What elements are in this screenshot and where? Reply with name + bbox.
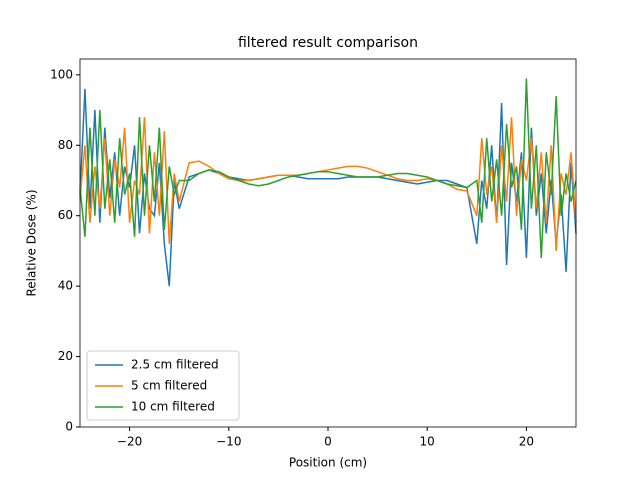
x-tick-label: 10	[420, 435, 435, 449]
y-tick-label: 80	[58, 138, 73, 152]
x-tick-label: −10	[216, 435, 241, 449]
x-tick-label: 20	[519, 435, 534, 449]
y-tick-label: 40	[58, 279, 73, 293]
y-axis-label: Relative Dose (%)	[25, 189, 39, 296]
series-line	[79, 88, 577, 287]
chart-title: filtered result comparison	[238, 35, 418, 51]
y-tick-label: 100	[50, 67, 73, 81]
x-tick-label: 0	[324, 435, 332, 449]
legend-label: 2.5 cm filtered	[131, 358, 219, 372]
y-tick-label: 60	[58, 208, 73, 222]
x-tick-label: −20	[117, 435, 142, 449]
legend-box	[86, 350, 240, 421]
series-line	[79, 78, 577, 259]
plot-frame	[79, 58, 577, 428]
legend-label: 5 cm filtered	[131, 379, 207, 393]
series-line	[79, 117, 577, 251]
y-tick-label: 20	[58, 349, 73, 363]
y-tick-label: 0	[65, 420, 73, 434]
legend-label: 10 cm filtered	[131, 400, 215, 414]
x-axis-label: Position (cm)	[289, 456, 367, 470]
